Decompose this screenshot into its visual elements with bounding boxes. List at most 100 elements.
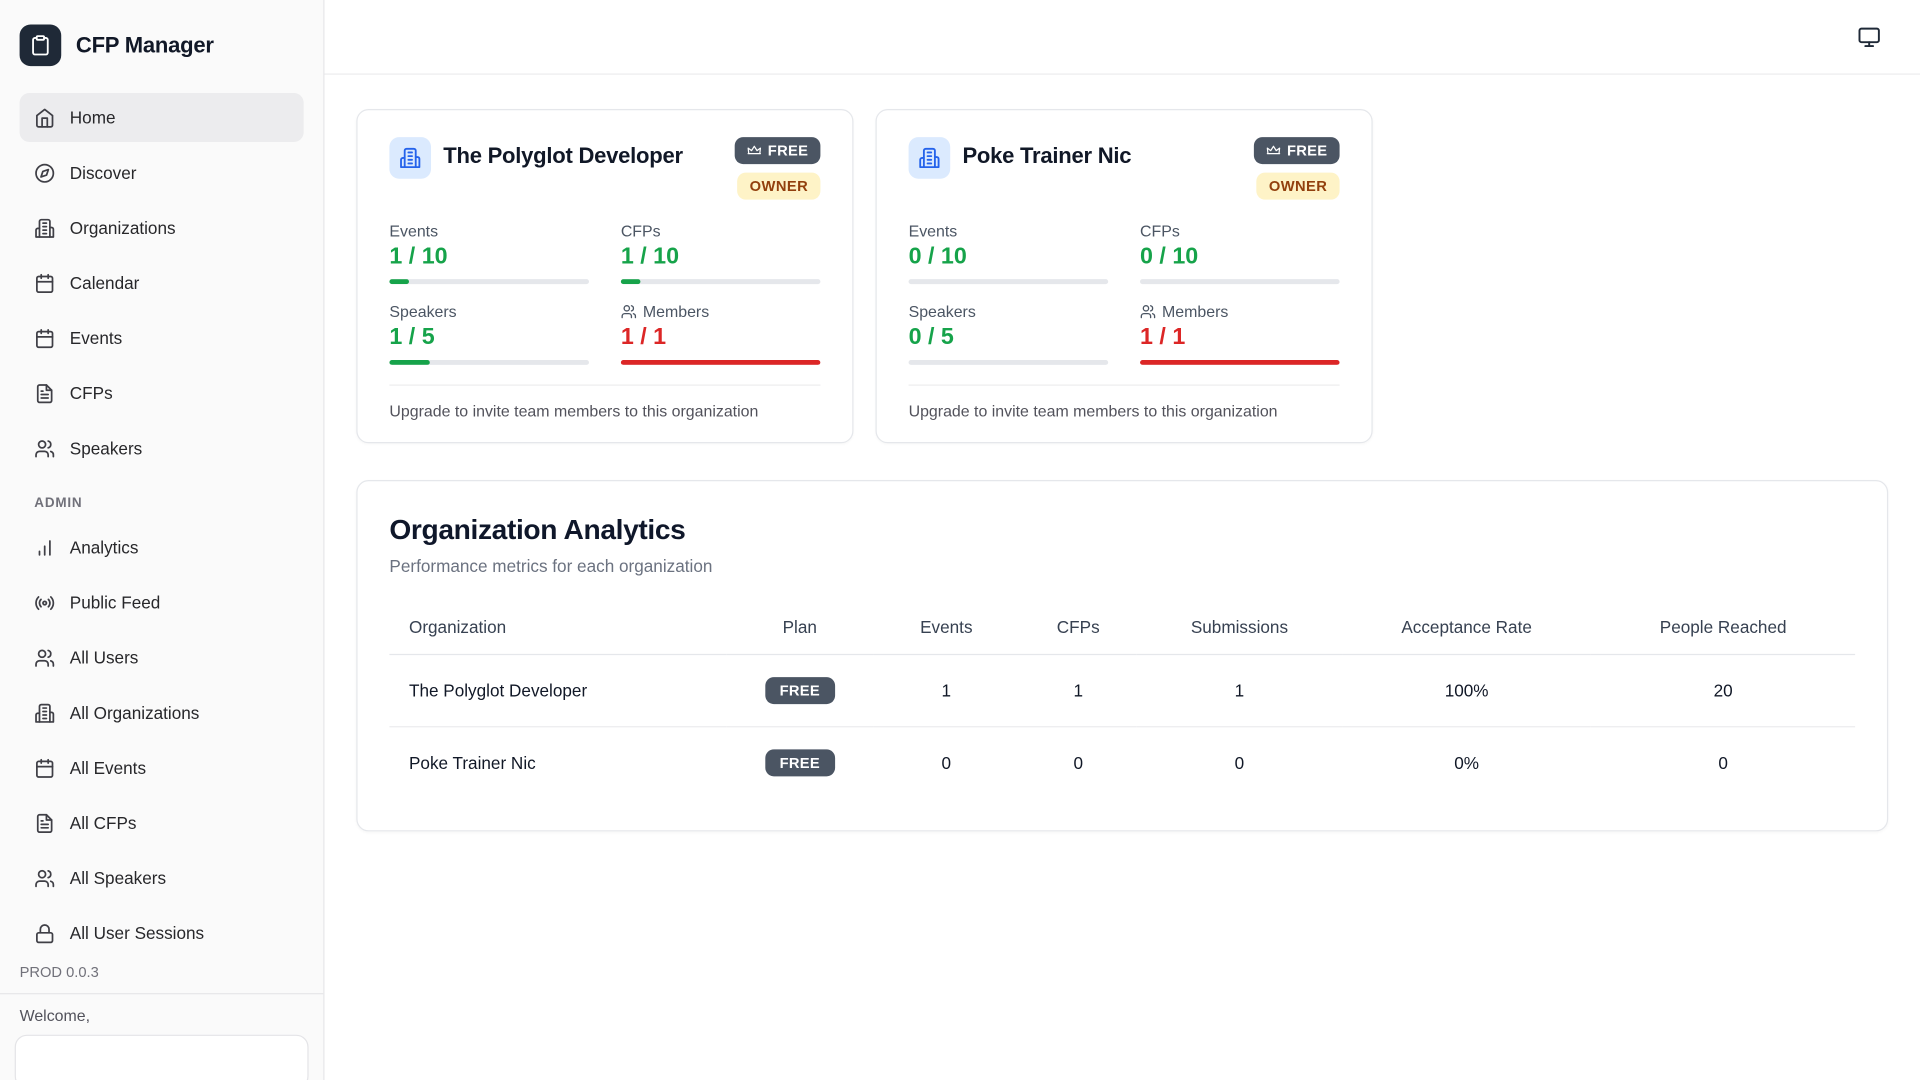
- display-mode-button[interactable]: [1850, 18, 1888, 56]
- app-brand: CFP Manager: [0, 0, 323, 88]
- events-cell: 0: [941, 753, 952, 773]
- users-icon: [35, 439, 55, 457]
- sidebar-item-label: All Events: [69, 757, 147, 778]
- stat-label: CFPs: [620, 221, 661, 241]
- crown-icon: [747, 145, 762, 155]
- building-icon: [400, 147, 421, 169]
- people-reached-cell: 0: [1718, 753, 1728, 773]
- stat-value: 0 / 5: [908, 324, 954, 351]
- sidebar-item-public-feed[interactable]: Public Feed: [20, 578, 304, 627]
- stat-value: 0 / 10: [1140, 243, 1199, 270]
- home-icon: [36, 108, 54, 128]
- stat-label: Events: [389, 221, 439, 241]
- plan-badge: FREE: [764, 677, 835, 705]
- sidebar: CFP Manager Home Discover Organizations Cal…: [0, 0, 325, 1080]
- submissions-cell: 1: [1136, 654, 1343, 728]
- org-card-header: The Polyglot Developer FREE OWNER: [389, 137, 821, 200]
- analytics-subtitle: Performance metrics for each organizatio…: [389, 555, 713, 576]
- column-header-plan: Plan: [726, 602, 874, 656]
- stat-label: Members: [1162, 302, 1229, 321]
- progress-bar-fill: [1140, 360, 1340, 365]
- card-divider: [908, 384, 1340, 386]
- monitor-icon: [1858, 27, 1880, 47]
- sidebar-item-label: CFPs: [69, 383, 113, 403]
- sidebar-item-calendar[interactable]: Calendar: [20, 258, 304, 307]
- sidebar-item-organizations[interactable]: Organizations: [20, 203, 304, 252]
- chart-icon: [38, 539, 51, 556]
- sidebar-item-cfps[interactable]: CFPs: [20, 369, 304, 418]
- column-header-submissions: Submissions: [1136, 602, 1343, 656]
- sidebar-item-label: Public Feed: [69, 592, 161, 613]
- org-name: The Polyglot Developer: [443, 143, 683, 168]
- sidebar-item-all-organizations[interactable]: All Organizations: [20, 688, 304, 737]
- progress-bar: [389, 360, 589, 365]
- users-icon: [621, 305, 637, 319]
- sidebar-item-label: Discover: [69, 162, 137, 183]
- lock-icon: [36, 923, 54, 943]
- progress-bar-fill: [389, 360, 430, 365]
- compass-icon: [35, 163, 55, 183]
- progress-bar: [908, 279, 1109, 285]
- org-stats-grid: Events 1 / 10 CFPs 1 / 10 Speakers 1 / 5 Membe…: [389, 221, 821, 365]
- sidebar-item-label: Events: [69, 328, 123, 348]
- stat-value: 1 / 5: [389, 324, 435, 351]
- org-card-poke-trainer-nic[interactable]: Poke Trainer Nic FREE OWNER Events 0 / 10 CFP…: [875, 108, 1373, 444]
- users-icon: [35, 648, 55, 667]
- acceptance-rate-cell: 100%: [1342, 654, 1592, 728]
- main-nav: Home Discover Organizations Calendar Events C…: [0, 88, 323, 479]
- sidebar-item-label: Organizations: [69, 217, 176, 238]
- sidebar-footer-divider: [0, 993, 324, 995]
- sidebar-footer: PROD 0.0.3 Welcome,: [0, 964, 324, 1080]
- progress-bar-fill: [620, 279, 641, 285]
- progress-bar: [620, 279, 821, 285]
- stat-cfps: CFPs 1 / 10: [620, 221, 821, 285]
- analytics-title: Organization Analytics: [389, 513, 686, 545]
- sidebar-item-label: All Organizations: [69, 702, 200, 723]
- org-name-cell: Poke Trainer Nic: [408, 753, 536, 773]
- stat-label: Members: [642, 302, 710, 321]
- progress-bar-fill: [620, 360, 821, 365]
- calendar-icon: [36, 328, 54, 348]
- sidebar-item-all-users[interactable]: All Users: [20, 633, 304, 682]
- stat-value: 1 / 10: [389, 243, 448, 270]
- stat-value: 1 / 1: [1140, 324, 1186, 351]
- building-icon: [919, 147, 940, 169]
- sidebar-item-all-cfps[interactable]: All CFPs: [20, 798, 304, 847]
- stat-members: Members 1 / 1: [1140, 302, 1340, 365]
- sidebar-item-label: Speakers: [69, 438, 143, 458]
- calendar-icon: [36, 758, 54, 778]
- acceptance-rate-cell: 0%: [1454, 753, 1480, 773]
- sidebar-item-home[interactable]: Home: [19, 93, 304, 143]
- sidebar-item-events[interactable]: Events: [20, 313, 304, 362]
- crown-icon: [1266, 145, 1281, 155]
- column-header-acceptance-rate: Acceptance Rate: [1342, 602, 1592, 656]
- sidebar-item-analytics[interactable]: Analytics: [20, 523, 304, 572]
- sidebar-item-speakers[interactable]: Speakers: [20, 424, 304, 473]
- column-header-people-reached: People Reached: [1591, 602, 1856, 656]
- table-row-poke-trainer-nic: Poke Trainer Nic FREE 0 0 0 0% 0: [389, 727, 1855, 799]
- main-area: The Polyglot Developer FREE OWNER Events 1 /…: [324, 0, 1920, 1080]
- sidebar-item-all-user-sessions[interactable]: All User Sessions: [20, 909, 304, 958]
- sidebar-item-all-speakers[interactable]: All Speakers: [20, 853, 304, 902]
- progress-bar: [908, 360, 1109, 365]
- building-icon: [35, 703, 55, 723]
- sidebar-item-discover[interactable]: Discover: [20, 148, 304, 197]
- file-icon: [36, 383, 53, 403]
- organization-icon-box: [389, 137, 432, 179]
- sidebar-item-label: Home: [69, 107, 116, 128]
- org-name-cell: The Polyglot Developer: [389, 654, 727, 728]
- org-card-the-polyglot-developer[interactable]: The Polyglot Developer FREE OWNER Events 1 /…: [356, 108, 854, 444]
- stat-label: Events: [908, 221, 958, 241]
- stat-label: CFPs: [1140, 221, 1180, 241]
- plan-badge: FREE: [764, 749, 835, 777]
- column-header-organization: Organization: [389, 602, 727, 656]
- organization-cards-row: The Polyglot Developer FREE OWNER Events 1 /…: [356, 108, 1888, 444]
- topbar: [324, 0, 1920, 75]
- sidebar-item-all-events[interactable]: All Events: [20, 743, 304, 792]
- cfps-cell: 0: [1073, 753, 1083, 773]
- user-menu-button[interactable]: [14, 1034, 309, 1080]
- stat-cfps: CFPs 0 / 10: [1140, 221, 1340, 285]
- table-header-row: Organization Plan Events CFPs Submissions Acc…: [389, 602, 1856, 656]
- org-name: Poke Trainer Nic: [962, 143, 1132, 168]
